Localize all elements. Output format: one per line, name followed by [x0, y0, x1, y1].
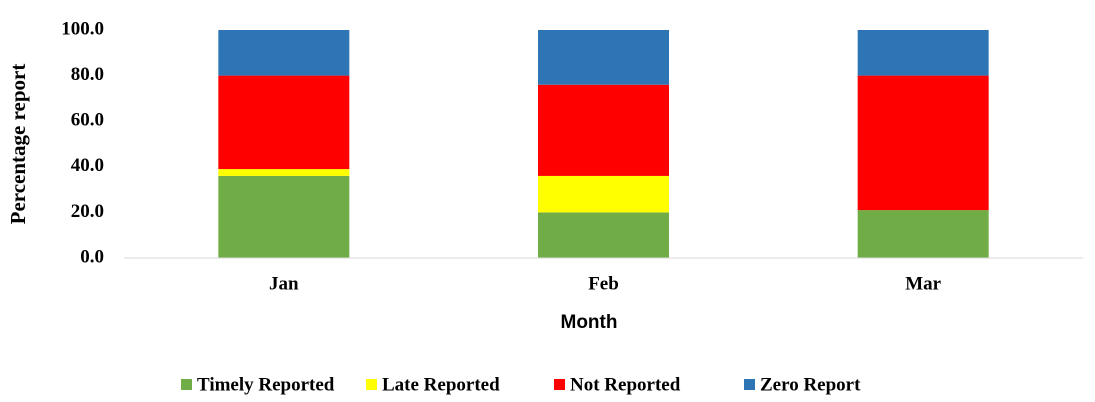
- bar-segment: [857, 210, 989, 258]
- legend-swatch: [554, 379, 565, 390]
- x-tick-label: Mar: [905, 273, 941, 294]
- x-tick-label: Jan: [269, 273, 299, 294]
- y-tick-label: 40.0: [71, 155, 104, 176]
- bar-segment: [218, 175, 350, 258]
- legend-swatch: [181, 379, 192, 390]
- y-axis-title: Percentage report: [6, 64, 30, 225]
- legend-label: Timely Reported: [197, 374, 335, 395]
- bar-segment: [857, 75, 989, 211]
- bar-segment: [218, 169, 350, 176]
- bar-segment: [218, 75, 350, 170]
- y-tick-label: 20.0: [71, 201, 104, 222]
- legend-label: Zero Report: [760, 374, 861, 395]
- legend-label: Late Reported: [382, 374, 500, 395]
- x-axis-title: Month: [561, 312, 618, 333]
- legend-swatch: [366, 379, 377, 390]
- bar-segment: [857, 30, 989, 76]
- bar-segment: [538, 175, 669, 213]
- x-tick-label: Feb: [588, 273, 619, 294]
- bar-segment: [538, 212, 669, 258]
- y-tick-label: 80.0: [71, 64, 104, 85]
- bar-segment: [218, 30, 350, 76]
- y-tick-label: 100.0: [61, 18, 104, 39]
- y-tick-label: 0.0: [80, 246, 104, 267]
- bar-segment: [538, 84, 669, 176]
- y-tick-label: 60.0: [71, 110, 104, 131]
- bar-segment: [538, 30, 669, 85]
- legend-label: Not Reported: [570, 374, 681, 395]
- legend-swatch: [744, 379, 755, 390]
